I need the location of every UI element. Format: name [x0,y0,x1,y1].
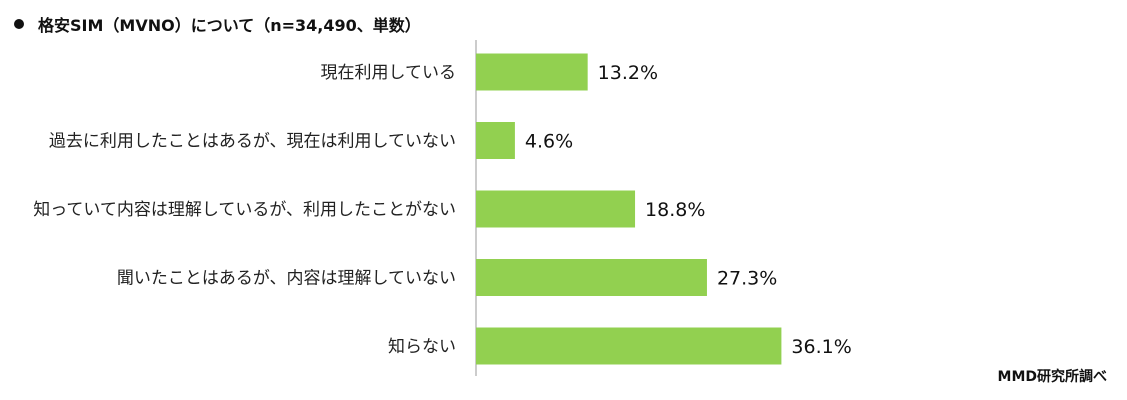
data-label: 18.8% [645,199,705,221]
data-label: 36.1% [791,336,851,358]
category-label: 過去に利用したことはあるが、現在は利用していない [49,132,456,152]
data-label: 27.3% [717,268,777,290]
category-label: 現在利用している [321,63,457,83]
data-label: 4.6% [525,131,573,153]
bar [476,327,782,365]
bars-layer: 現在利用している 13.2% 過去に利用したことはあるが、現在は利用していない 4.6… [33,40,852,376]
chart-title: 格安SIM（MVNO）について（n=34,490、単数） [14,12,421,36]
category-label: 知っていて内容は理解しているが、利用したことがない [33,200,456,220]
source-credit: MMD研究所調べ [997,369,1107,385]
bar [476,53,588,91]
bullet-icon [14,19,24,29]
chart-title-text: 格安SIM（MVNO）について（n=34,490、単数） [38,16,421,35]
category-label: 聞いたことはあるが、内容は理解していない [117,269,456,289]
bar [476,190,636,228]
category-label: 知らない [388,337,456,357]
data-label: 13.2% [598,62,658,84]
bar [476,122,515,159]
bar [476,259,707,296]
